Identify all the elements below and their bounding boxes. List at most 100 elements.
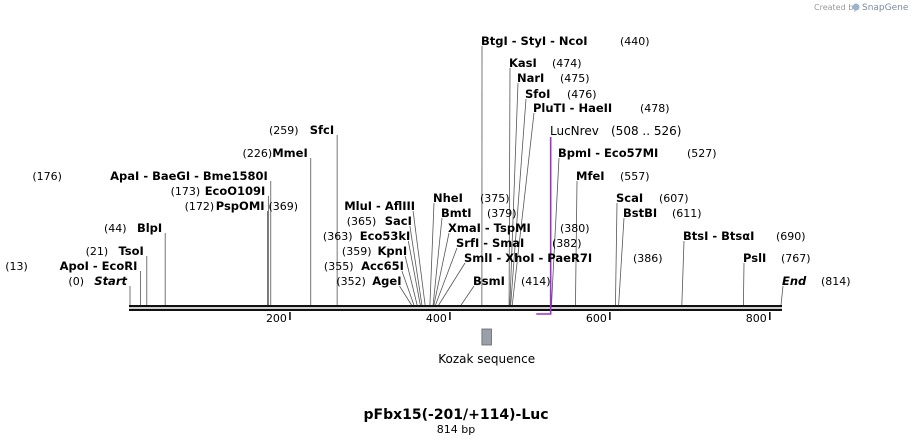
site-name-agei-352[interactable]: AgeI [372,274,401,288]
site-position-psli-767: (767) [781,252,811,265]
site-bstbi-611[interactable]: (611) BstBI [623,206,702,220]
site-name-nhei-375[interactable]: NheI [433,191,463,205]
site-name-xmai-tspmi-380[interactable]: XmaI - TspMI [448,221,531,235]
site-sfoi-476[interactable]: (476) SfoI [525,87,597,101]
leader-line-srfi-smai-382 [435,247,458,306]
site-sfci-259[interactable]: (259) SfcI [269,123,334,137]
leader-line-bsmi-414 [460,285,475,306]
site-name-sfci-259[interactable]: SfcI [310,123,334,137]
site-nhei-375[interactable]: (375) NheI [433,191,510,205]
site-position-bpmi-eco57mi-527: (527) [687,147,717,160]
leader-line-sfoi-476 [510,98,527,306]
site-name-nari-475[interactable]: NarI [517,71,544,85]
site-name-acc65i-355[interactable]: Acc65I [361,259,404,273]
site-mmei-226[interactable]: (226) MmeI [243,146,308,160]
site-apai-baegi-bme1580i-176[interactable]: (176) ApaI - BaeGI - Bme1580I [32,169,267,183]
site-name-tsoi-21[interactable]: TsoI [118,244,143,258]
site-name-apai-baegi-bme1580i-176[interactable]: ApaI - BaeGI - Bme1580I [110,169,268,183]
site-end-814[interactable]: (814) End [782,274,851,288]
feature-label-kozak-sequence: Kozak sequence [438,352,535,366]
leader-line-kpni-359 [404,255,418,306]
plasmid-length: 814 bp [437,423,475,436]
leader-line-kasi-474 [508,67,511,306]
leader-line-eco53ki-363 [407,240,421,306]
site-srfi-smai-382[interactable]: (382) SrfI - SmaI [456,236,582,250]
site-nari-475[interactable]: (475) NarI [517,71,590,85]
site-btgi-styi-ncoi-440[interactable]: (440) BtgI - StyI - NcoI [481,34,650,48]
site-name-pluti-haeii-478[interactable]: PluTI - HaeII [533,101,612,115]
primer-label[interactable]: LucNrev [550,124,599,138]
site-apoi-ecori-13[interactable]: (13) ApoI - EcoRI [5,259,137,273]
site-name-sfoi-476[interactable]: SfoI [525,87,550,101]
site-saci-365[interactable]: (365) SacI [347,214,412,228]
site-name-bstbi-611[interactable]: BstBI [623,206,657,220]
site-name-bsmi-414[interactable]: BsmI [473,274,505,288]
site-blpi-44[interactable]: (44) BlpI [104,221,162,235]
site-mlui-afliii-369[interactable]: (369) MluI - AflIII [269,199,416,213]
site-kasi-474[interactable]: (474) KasI [509,56,582,70]
site-leader-lines [129,45,784,306]
site-name-mlui-afliii-369[interactable]: MluI - AflIII [344,199,415,213]
site-position-kasi-474: (474) [552,57,582,70]
site-position-btgi-styi-ncoi-440: (440) [620,35,650,48]
tick-label-400: 400 [426,312,447,325]
site-name-kasi-474[interactable]: KasI [509,56,537,70]
site-name-bmti-379[interactable]: BmtI [441,206,472,220]
primer-arrow[interactable] [536,137,552,315]
ruler-ticks: 200 400 600 800 [266,312,771,325]
site-position-kpni-359: (359) [342,245,372,258]
site-name-btsi-bts-i-690[interactable]: BtsI - BtsαI [683,229,754,243]
site-name-mfei-557[interactable]: MfeI [576,169,605,183]
site-name-blpi-44[interactable]: BlpI [137,221,162,235]
site-name-ecoo109i-173[interactable]: EcoO109I [205,184,266,198]
site-acc65i-355[interactable]: (355) Acc65I [324,259,404,273]
site-btsi-bts-i-690[interactable]: (690) BtsI - BtsαI [683,229,806,243]
site-name-start-0[interactable]: Start [94,274,127,288]
site-pspomi-172[interactable]: (172) PspOMI [185,199,265,213]
site-kpni-359[interactable]: (359) KpnI [342,244,407,258]
site-name-mmei-226[interactable]: MmeI [272,146,308,160]
site-xmai-tspmi-380[interactable]: (380) XmaI - TspMI [448,221,590,235]
site-name-apoi-ecori-13[interactable]: ApoI - EcoRI [60,259,138,273]
leader-line-bstbi-611 [618,217,625,306]
site-name-psli-767[interactable]: PslI [743,251,766,265]
site-position-bstbi-611: (611) [672,207,702,220]
leader-line-scai-607 [615,202,618,306]
feature-box-kozak-sequence[interactable] [481,328,492,346]
site-bmti-379[interactable]: (379) BmtI [441,206,517,220]
snapgene-logo-icon [852,3,860,11]
site-position-mfei-557: (557) [620,170,650,183]
site-name-bpmi-eco57mi-527[interactable]: BpmI - Eco57MI [558,146,658,160]
site-name-eco53ki-363[interactable]: Eco53kI [360,229,411,243]
site-ecoo109i-173[interactable]: (173) EcoO109I [171,184,266,198]
watermark-created-by: Created by [814,3,858,12]
site-mfei-557[interactable]: (557) MfeI [576,169,650,183]
site-name-scai-607[interactable]: ScaI [616,191,643,205]
site-position-apoi-ecori-13: (13) [5,260,28,273]
site-scai-607[interactable]: (607) ScaI [616,191,689,205]
site-smli-xhoi-paer7i-386[interactable]: (386) SmlI - XhoI - PaeR7I [464,251,663,265]
site-bsmi-414[interactable]: (414) BsmI [473,274,551,288]
site-position-apai-baegi-bme1580i-176: (176) [32,170,62,183]
site-tsoi-21[interactable]: (21) TsoI [86,244,144,258]
site-start-0[interactable]: (0) Start [68,274,127,288]
site-name-smli-xhoi-paer7i-386[interactable]: SmlI - XhoI - PaeR7I [464,251,592,265]
site-name-pspomi-172[interactable]: PspOMI [216,199,265,213]
site-name-end-814[interactable]: End [782,274,807,288]
site-eco53ki-363[interactable]: (363) Eco53kI [323,229,410,243]
watermark: Created by SnapGene [814,3,909,13]
site-name-btgi-styi-ncoi-440[interactable]: BtgI - StyI - NcoI [481,34,588,48]
site-psli-767[interactable]: (767) PslI [743,251,811,265]
site-name-saci-365[interactable]: SacI [385,214,412,228]
site-position-pluti-haeii-478: (478) [640,102,670,115]
site-name-srfi-smai-382[interactable]: SrfI - SmaI [456,236,524,250]
site-bpmi-eco57mi-527[interactable]: (527) BpmI - Eco57MI [558,146,717,160]
site-agei-352[interactable]: (352) AgeI [336,274,401,288]
site-pluti-haeii-478[interactable]: (478) PluTI - HaeII [533,101,670,115]
primer-lucnrev[interactable]: LucNrev (508 .. 526) [536,124,681,315]
backbone-strand-bottom [129,308,782,311]
site-position-saci-365: (365) [347,215,377,228]
site-name-kpni-359[interactable]: KpnI [378,244,408,258]
site-position-btsi-bts-i-690: (690) [776,230,806,243]
